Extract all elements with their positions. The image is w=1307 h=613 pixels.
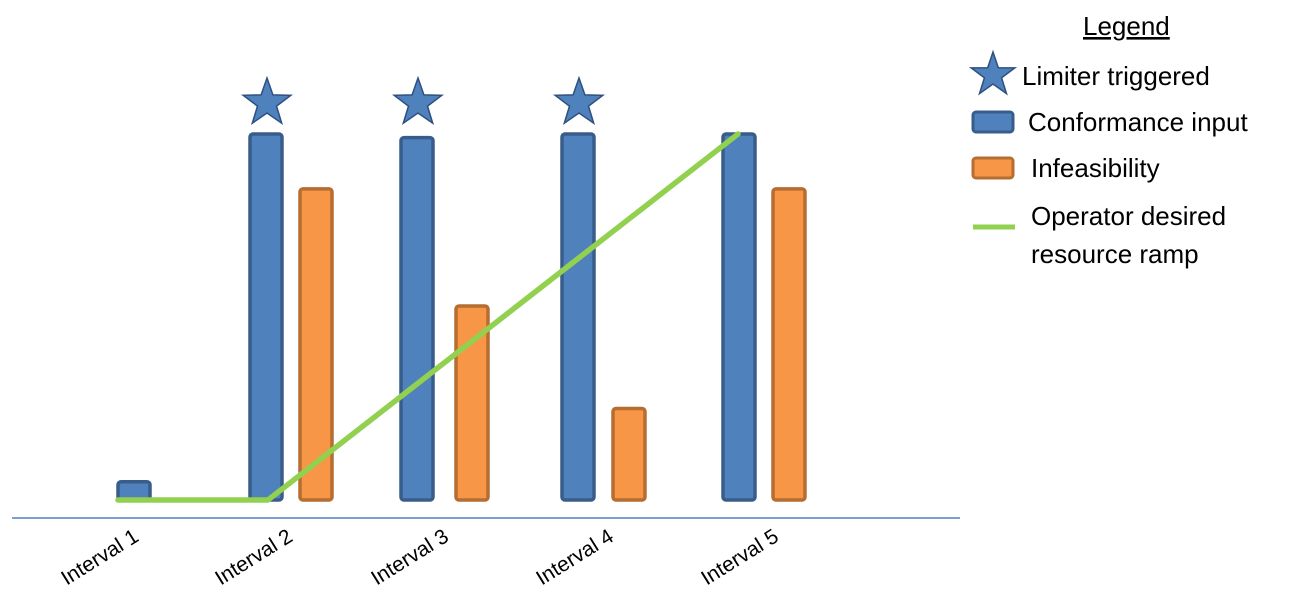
infeasibility-bar-2 [298, 187, 334, 502]
infeasibility-bar-3 [454, 304, 490, 502]
legend-swatch-infeasibility [971, 156, 1015, 180]
infeasibility-bar-5 [771, 187, 807, 502]
limiter-star-icon-3 [392, 75, 444, 126]
conformance-bar-3 [399, 135, 435, 502]
bars-layer [116, 132, 807, 502]
legend-label-ramp-line-2: resource ramp [1031, 239, 1199, 269]
legend: Legend Limiter triggered Conformance inp… [968, 11, 1248, 269]
conformance-bar-5 [721, 132, 757, 502]
x-tick-label-1: Interval 1 [57, 525, 142, 590]
legend-label-infeasibility: Infeasibility [1031, 153, 1160, 183]
x-tick-label-3: Interval 3 [367, 525, 452, 590]
legend-label-conformance: Conformance input [1028, 107, 1248, 137]
ramp-line-layer [115, 131, 741, 503]
ramp-line [115, 131, 741, 503]
x-tick-label-4: Interval 4 [532, 525, 618, 590]
conformance-bar-2 [248, 132, 284, 502]
legend-label-ramp-line-1: Operator desired [1031, 201, 1226, 231]
legend-label-limiter: Limiter triggered [1022, 61, 1210, 91]
x-tick-labels: Interval 1 Interval 2 Interval 3 Interval 4… [57, 525, 782, 590]
legend-swatch-conformance [971, 110, 1015, 134]
legend-title: Legend [1083, 11, 1170, 41]
legend-star-icon [968, 49, 1018, 96]
x-tick-label-2: Interval 2 [211, 525, 296, 590]
infeasibility-bar-4 [611, 406, 647, 502]
limiter-stars-layer [241, 75, 605, 126]
limiter-star-icon-4 [553, 75, 605, 126]
limiter-star-icon-2 [241, 75, 293, 126]
x-tick-label-5: Interval 5 [697, 525, 782, 590]
conformance-bar-4 [560, 132, 596, 502]
